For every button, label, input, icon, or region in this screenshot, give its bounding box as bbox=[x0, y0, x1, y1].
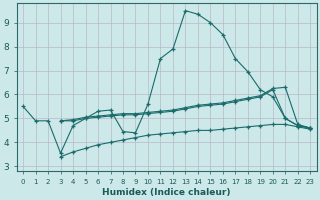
X-axis label: Humidex (Indice chaleur): Humidex (Indice chaleur) bbox=[102, 188, 231, 197]
